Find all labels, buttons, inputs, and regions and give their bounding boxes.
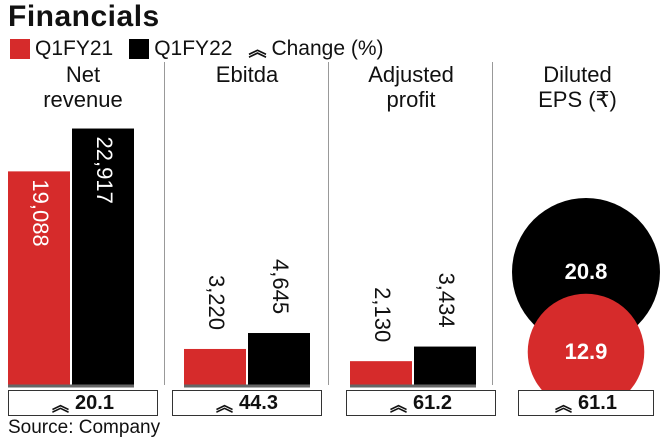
panel-title-line: profit bbox=[386, 87, 436, 112]
change-box-ebitda: ︽ 44.3 bbox=[172, 390, 322, 416]
panel-divider bbox=[328, 62, 329, 385]
panel-title-net-revenue: Net revenue bbox=[8, 62, 158, 112]
change-box-net-revenue: ︽ 20.1 bbox=[8, 390, 158, 416]
data-label-q1fy22: 22,917 bbox=[92, 137, 117, 204]
panel-title-line: Diluted bbox=[543, 62, 612, 87]
data-label-q1fy22: 4,645 bbox=[268, 259, 293, 314]
change-value-ebitda: 44.3 bbox=[239, 391, 278, 414]
double-chevron-up-icon: ︽ bbox=[390, 395, 408, 415]
panel-title-line: Net bbox=[65, 62, 101, 87]
change-value-diluted-eps: 61.1 bbox=[578, 391, 617, 414]
bar-q1fy21 bbox=[184, 348, 246, 385]
chart-title: Financials bbox=[8, 0, 160, 33]
change-box-diluted-eps: ︽ 61.1 bbox=[518, 390, 654, 416]
data-label-q1fy21: 2,130 bbox=[370, 287, 395, 342]
double-chevron-up-icon: ︽ bbox=[216, 395, 234, 415]
panel-divider bbox=[164, 62, 165, 385]
panel-title-line: Adjusted bbox=[368, 62, 454, 87]
legend-label-change: Change (%) bbox=[271, 37, 384, 60]
data-label-q1fy22: 3,434 bbox=[434, 273, 459, 328]
panel-title-line: Ebitda bbox=[215, 62, 279, 87]
bar-q1fy21 bbox=[350, 361, 412, 385]
source-note: Source: Company bbox=[8, 417, 161, 438]
legend-swatch-q1fy22 bbox=[129, 39, 150, 59]
legend-label-q1fy21: Q1FY21 bbox=[35, 37, 114, 60]
legend: Q1FY21 Q1FY22 ︽ Change (%) bbox=[10, 36, 400, 62]
change-value-net-revenue: 20.1 bbox=[75, 391, 114, 414]
bar-q1fy22 bbox=[72, 128, 134, 385]
data-label-q1fy21: 3,220 bbox=[204, 275, 229, 330]
double-chevron-up-icon: ︽ bbox=[248, 40, 267, 60]
panel-divider bbox=[492, 62, 493, 385]
data-label-q1fy22: 20.8 bbox=[565, 259, 608, 284]
double-chevron-up-icon: ︽ bbox=[52, 395, 70, 415]
legend-swatch-q1fy21 bbox=[10, 39, 30, 59]
change-value-adjusted-profit: 61.2 bbox=[413, 391, 452, 414]
legend-item-q1fy21: Q1FY21 bbox=[10, 37, 113, 61]
panel-title-line: revenue bbox=[43, 87, 123, 112]
legend-label-q1fy22: Q1FY22 bbox=[154, 37, 233, 60]
legend-item-q1fy22: Q1FY22 bbox=[129, 37, 232, 61]
data-label-q1fy21: 12.9 bbox=[565, 339, 608, 364]
double-chevron-up-icon: ︽ bbox=[555, 395, 573, 415]
bar-q1fy21 bbox=[8, 171, 70, 385]
panel-title-adjusted-profit: Adjusted profit bbox=[336, 62, 486, 112]
panel-title-diluted-eps: Diluted EPS (₹) bbox=[500, 62, 655, 112]
data-label-q1fy21: 19,088 bbox=[28, 179, 53, 246]
change-box-adjusted-profit: ︽ 61.2 bbox=[346, 390, 496, 416]
bubble-q1fy21 bbox=[527, 293, 645, 411]
panel-title-ebitda: Ebitda bbox=[172, 62, 322, 87]
panel-title-line: EPS (₹) bbox=[538, 87, 617, 112]
bar-q1fy22 bbox=[248, 333, 310, 385]
bar-q1fy22 bbox=[414, 346, 476, 385]
legend-item-change: ︽ Change (%) bbox=[248, 36, 383, 62]
